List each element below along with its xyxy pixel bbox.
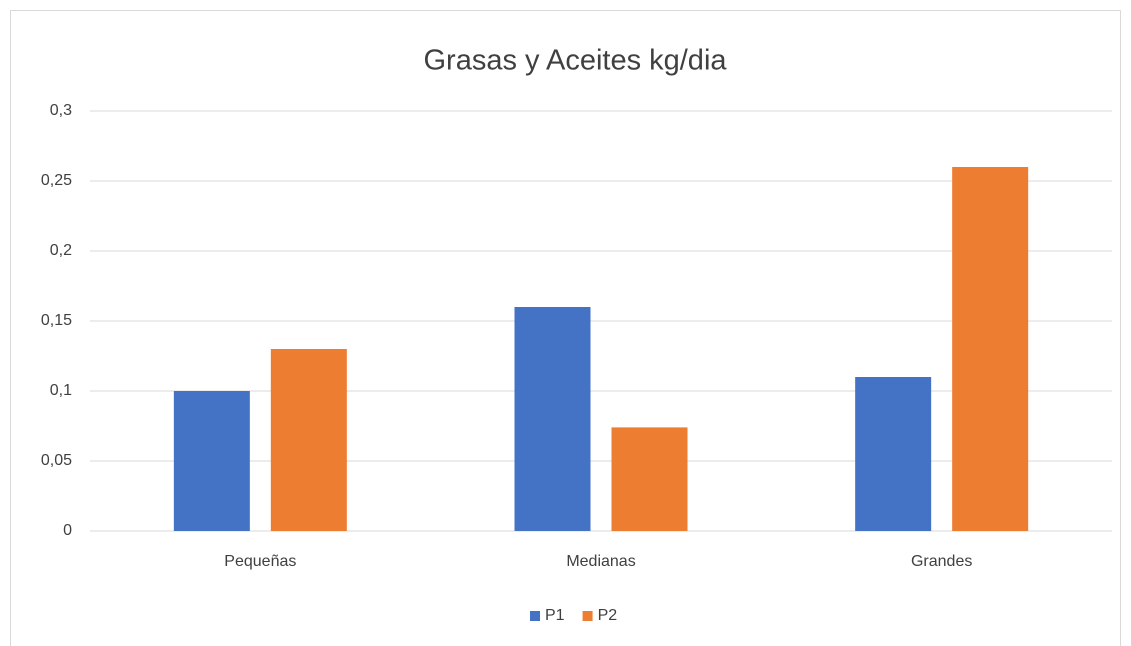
legend-label: P1 — [545, 607, 565, 624]
legend-swatch — [582, 611, 593, 621]
y-tick-label: 0,3 — [50, 102, 72, 119]
bar — [514, 307, 591, 531]
bar — [173, 391, 250, 531]
x-tick-label: Medianas — [566, 553, 635, 570]
y-tick-label: 0 — [63, 522, 72, 539]
bar — [855, 377, 932, 531]
y-tick-label: 0,15 — [41, 312, 72, 329]
x-tick-label: Pequeñas — [224, 553, 296, 570]
bar — [270, 349, 347, 531]
y-tick-label: 0,25 — [41, 172, 72, 189]
bar — [952, 167, 1029, 531]
y-tick-label: 0,1 — [50, 382, 72, 399]
x-tick-label: Grandes — [911, 553, 972, 570]
chart-title: Grasas y Aceites kg/dia — [423, 45, 727, 77]
y-tick-label: 0,2 — [50, 242, 72, 259]
y-tick-label: 0,05 — [41, 452, 72, 469]
bar — [611, 427, 688, 531]
legend-swatch — [530, 611, 540, 621]
legend-label: P2 — [598, 607, 618, 624]
